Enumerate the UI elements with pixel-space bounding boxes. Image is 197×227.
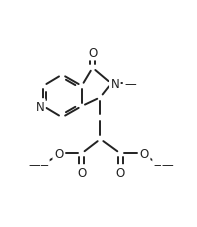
Text: —: — bbox=[36, 158, 48, 171]
Text: N: N bbox=[35, 100, 44, 113]
Text: O: O bbox=[116, 166, 125, 179]
Text: O: O bbox=[77, 166, 86, 179]
Text: —: — bbox=[124, 78, 136, 91]
Text: —: — bbox=[29, 158, 40, 171]
Text: O: O bbox=[54, 147, 63, 160]
Text: N: N bbox=[111, 78, 119, 91]
Text: O: O bbox=[140, 147, 149, 160]
Text: —: — bbox=[154, 158, 165, 171]
Text: O: O bbox=[88, 47, 97, 60]
Text: —: — bbox=[162, 158, 173, 171]
